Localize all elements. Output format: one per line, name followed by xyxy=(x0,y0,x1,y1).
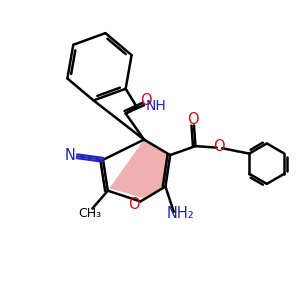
Text: NH: NH xyxy=(145,99,166,113)
Text: O: O xyxy=(213,139,224,154)
Text: O: O xyxy=(188,112,199,128)
Polygon shape xyxy=(109,140,170,198)
Text: O: O xyxy=(141,93,152,108)
Text: O: O xyxy=(128,197,140,212)
Text: N: N xyxy=(65,148,76,163)
Text: CH₃: CH₃ xyxy=(78,207,101,220)
Text: NH₂: NH₂ xyxy=(167,206,194,221)
